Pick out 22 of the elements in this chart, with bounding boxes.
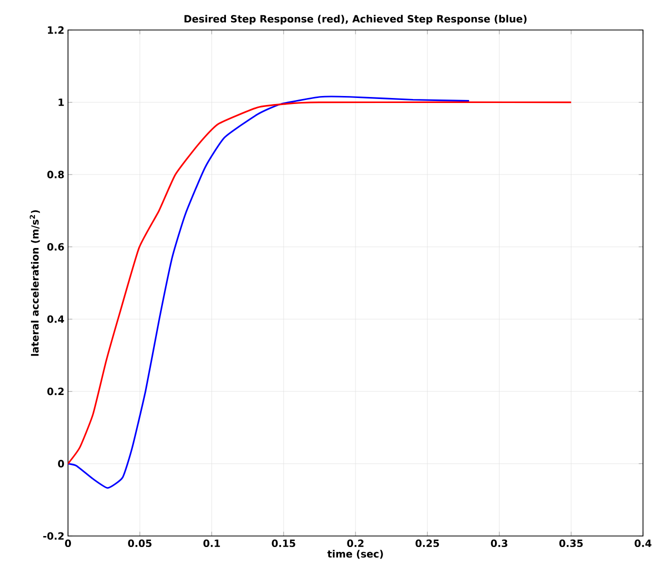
x-tick-label: 0 xyxy=(65,540,71,548)
line-series xyxy=(68,96,470,489)
line-series xyxy=(68,101,572,465)
x-tick-label: 0.3 xyxy=(490,540,508,548)
chart-title: Desired Step Response (red), Achieved Step Response (blue) xyxy=(184,14,527,24)
y-tick-label: 0.4 xyxy=(47,315,64,323)
y-tick-label: 0.6 xyxy=(47,243,64,251)
x-tick-label: 0.15 xyxy=(272,540,296,548)
y-tick-label: -0.2 xyxy=(43,532,64,540)
y-tick-label: 0 xyxy=(58,460,64,468)
x-tick-label: 0.05 xyxy=(128,540,152,548)
y-axis-title: lateral acceleration (m/s$^{2}$) xyxy=(30,210,40,356)
x-axis-title: time (sec) xyxy=(327,550,383,559)
x-tick-label: 0.2 xyxy=(347,540,364,548)
y-tick-label: 0.8 xyxy=(47,170,64,178)
x-tick-label: 0.25 xyxy=(416,540,439,548)
x-tick-label: 0.35 xyxy=(559,540,583,548)
y-tick-label: 0.2 xyxy=(47,388,64,396)
y-tick-label: 1 xyxy=(58,98,64,106)
y-tick-label: 1.2 xyxy=(48,26,64,34)
x-tick-label: 0.4 xyxy=(634,540,652,548)
x-tick-label: 0.1 xyxy=(203,540,220,548)
